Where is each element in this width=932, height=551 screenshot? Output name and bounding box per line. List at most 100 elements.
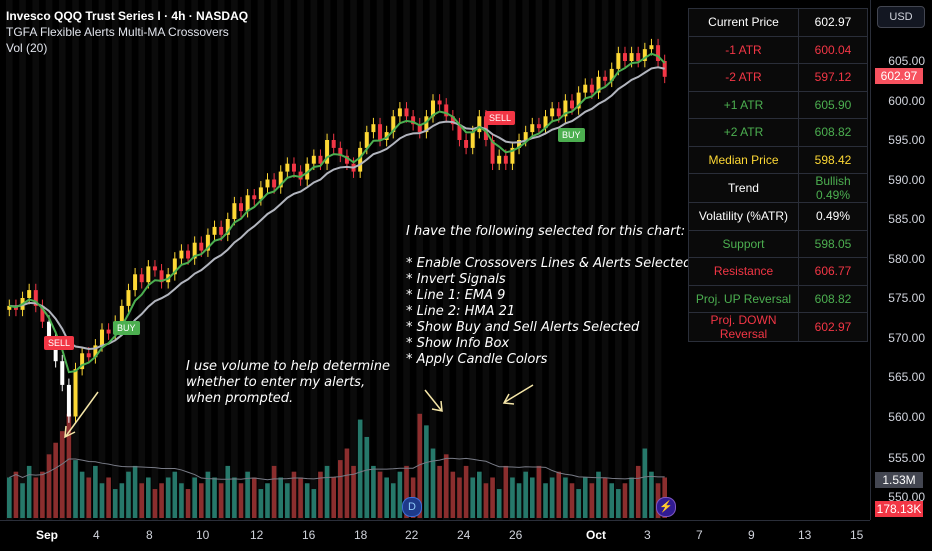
volume-bar — [99, 483, 105, 518]
candle-body — [258, 187, 263, 200]
volume-bar — [198, 483, 204, 518]
price-label: 580.00 — [888, 252, 925, 266]
info-row: -1 ATR 600.04 — [688, 35, 868, 64]
price-label: 585.00 — [888, 212, 925, 226]
volume-bar — [79, 471, 85, 518]
candle-body — [497, 155, 502, 164]
candle-body — [331, 140, 336, 148]
candle-body — [636, 53, 641, 61]
volume-bar — [470, 477, 476, 518]
session-stripe — [310, 0, 318, 520]
volume-bar — [238, 483, 244, 518]
sell-signal: SELL — [44, 336, 75, 350]
volume-bar — [251, 477, 257, 518]
volume-title[interactable]: Vol (20) — [6, 41, 48, 55]
candle-body — [364, 132, 369, 148]
volume-bar — [245, 471, 250, 518]
dividend-icon[interactable]: D — [402, 497, 422, 517]
candle-body — [133, 274, 138, 291]
candle-body — [239, 203, 244, 212]
price-chart[interactable] — [0, 0, 870, 520]
volume-bar — [556, 471, 562, 518]
price-label: 590.00 — [888, 173, 925, 187]
info-label: Resistance — [688, 257, 799, 286]
volume-bar — [152, 489, 158, 518]
volume-bar — [397, 471, 403, 518]
time-axis[interactable]: Sep 4 8 10 12 16 18 22 24 26 Oct 3 7 9 1… — [0, 520, 870, 551]
volume-bar — [185, 489, 191, 518]
time-label: 15 — [850, 528, 864, 542]
info-value: 600.04 — [798, 35, 868, 64]
chart-area[interactable]: Invesco QQQ Trust Series I · 4h · NASDAQ… — [0, 0, 870, 520]
session-stripe — [403, 0, 410, 520]
volume-bar — [463, 465, 469, 518]
candle-body — [404, 108, 409, 117]
volume-bar — [430, 448, 436, 518]
session-stripe — [297, 0, 304, 520]
candle-body — [417, 124, 422, 133]
price-axis[interactable]: USD 605.00 602.97 600.00 595.00 590.00 5… — [870, 0, 932, 520]
price-label: 605.00 — [888, 54, 925, 68]
volume-bar — [443, 454, 449, 518]
info-row: Median Price 598.42 — [688, 145, 868, 174]
price-label: 575.00 — [888, 291, 925, 305]
arrow-head — [64, 425, 76, 439]
info-row: +1 ATR 605.90 — [688, 90, 868, 119]
candle-body — [318, 155, 323, 164]
volume-bar — [371, 465, 376, 518]
volume-bar — [649, 471, 654, 518]
candle-body — [391, 116, 396, 133]
volume-bar — [318, 471, 323, 518]
candle-body — [344, 155, 349, 164]
time-label: 3 — [644, 528, 651, 542]
volume-bar — [271, 465, 277, 518]
info-label: Median Price — [688, 145, 799, 174]
candle-body — [616, 53, 621, 69]
volume-bar — [298, 477, 303, 518]
candle-body — [457, 124, 462, 140]
session-stripe — [284, 0, 291, 520]
candle-body — [563, 100, 568, 117]
candle-body — [205, 234, 210, 251]
session-stripe — [98, 0, 106, 520]
chart-legend: Invesco QQQ Trust Series I · 4h · NASDAQ… — [6, 8, 248, 56]
volume-bar — [132, 465, 138, 518]
volume-bar — [589, 483, 595, 518]
session-stripe — [125, 0, 132, 520]
session-stripe — [337, 0, 344, 520]
currency-selector[interactable]: USD — [877, 6, 925, 28]
time-label: Oct — [586, 528, 607, 542]
volume-bar — [404, 465, 409, 518]
buy-signal: BUY — [113, 321, 140, 335]
session-stripe — [257, 0, 265, 520]
volume-bar — [424, 425, 429, 518]
session-stripe — [58, 0, 66, 520]
volume-bar — [7, 477, 12, 518]
session-stripe — [654, 0, 662, 520]
info-label: Proj. UP Reversal — [688, 284, 799, 313]
candle-body — [358, 147, 363, 172]
lightning-icon[interactable]: ⚡ — [656, 497, 676, 517]
volume-bar — [40, 471, 45, 518]
info-value: 598.42 — [798, 145, 868, 174]
volume-bar — [351, 465, 356, 518]
candle-body — [152, 266, 157, 271]
indicator-title[interactable]: TGFA Flexible Alerts Multi-MA Crossovers — [6, 25, 229, 39]
symbol-title[interactable]: Invesco QQQ Trust Series I · 4h · NASDAQ — [6, 9, 249, 23]
session-stripe — [72, 0, 79, 520]
session-stripe — [19, 0, 26, 520]
session-stripe — [151, 0, 159, 520]
volume-bar — [112, 489, 118, 518]
session-stripe — [85, 0, 93, 520]
session-stripe — [482, 0, 490, 520]
volume-bar — [46, 454, 52, 518]
session-stripe — [45, 0, 53, 520]
volume-bar — [384, 477, 389, 518]
price-label: 550.00 — [888, 490, 925, 504]
candle-body — [146, 266, 151, 283]
session-stripe — [615, 0, 622, 520]
volume-bar — [265, 483, 270, 518]
info-value: 605.90 — [798, 90, 868, 119]
annotation-line: when prompted. — [186, 391, 294, 406]
volume-bar — [523, 471, 528, 518]
